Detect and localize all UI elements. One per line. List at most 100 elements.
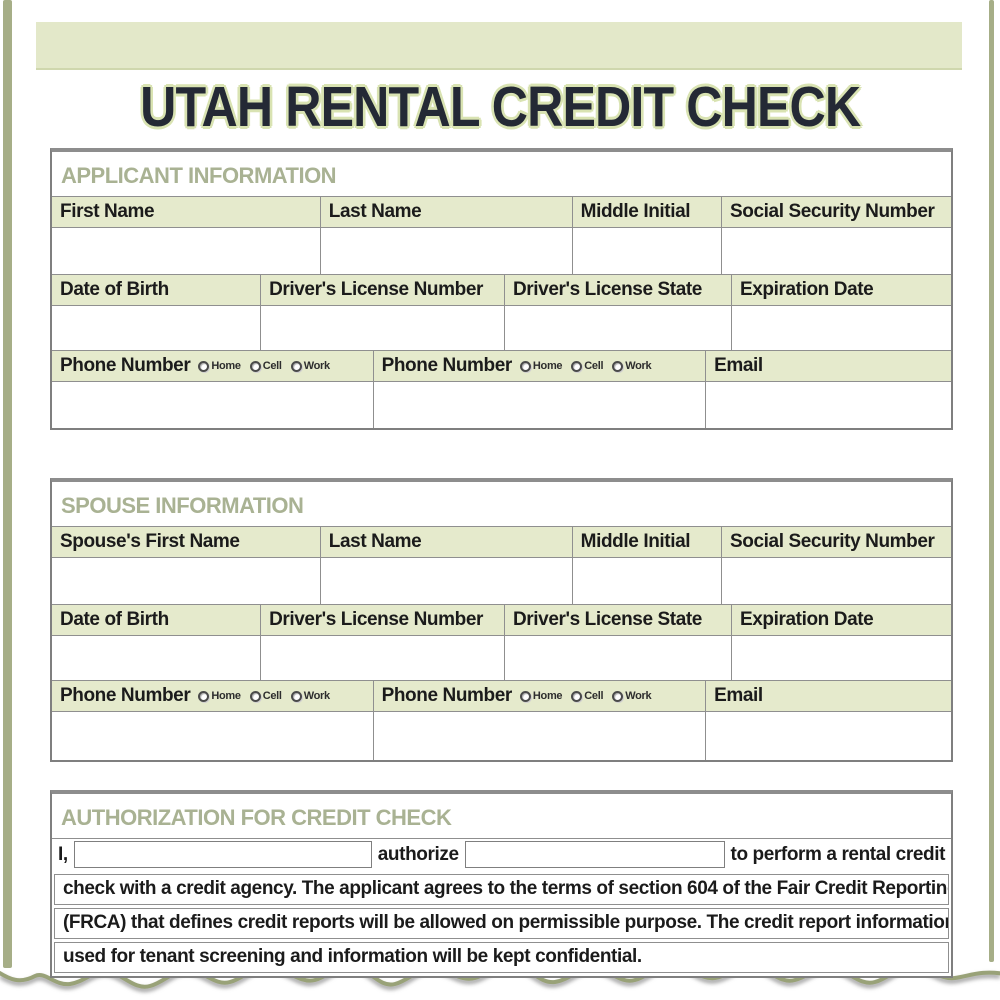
authorization-line-2: check with a credit agency. The applican… [54, 874, 949, 905]
radio-circle-icon[interactable] [249, 360, 261, 372]
auth-authorize-label: authorize [377, 843, 459, 865]
applicant-email-input[interactable] [706, 382, 951, 428]
work-radio[interactable]: Work [290, 690, 330, 702]
applicant-name-input[interactable] [73, 841, 372, 868]
applicant-license-row: Date of Birth Driver's License Number Dr… [52, 274, 951, 350]
spouse-license-state-input[interactable] [504, 636, 732, 680]
middle-initial-label: Middle Initial [572, 197, 723, 228]
applicant-section-title: APPLICANT INFORMATION [61, 163, 337, 188]
spouse-middle-initial-input[interactable] [572, 558, 723, 604]
authorized-party-input[interactable] [464, 841, 725, 868]
applicant-ssn-input[interactable] [722, 228, 951, 274]
home-radio[interactable]: Home [519, 690, 563, 702]
applicant-section: APPLICANT INFORMATION First Name Last Na… [50, 148, 953, 430]
ssn-label: Social Security Number [722, 197, 951, 228]
spouse-license-row: Date of Birth Driver's License Number Dr… [52, 604, 951, 680]
email-label: Email [706, 681, 951, 712]
work-radio[interactable]: Work [612, 690, 652, 702]
phone-number-label: Phone Number [60, 685, 191, 706]
phone-number-label: Phone Number [60, 355, 191, 376]
applicant-license-state-input[interactable] [504, 306, 732, 350]
header-band [36, 22, 962, 70]
phone2-type-radios: Home Cell Work [519, 360, 652, 372]
spouse-ssn-input[interactable] [722, 558, 951, 604]
middle-initial-label: Middle Initial [572, 527, 723, 558]
spouse-phone2-input[interactable] [373, 712, 707, 760]
radio-circle-icon[interactable] [198, 690, 210, 702]
home-radio[interactable]: Home [519, 360, 563, 372]
spouse-section: SPOUSE INFORMATION Spouse's First Name L… [50, 478, 953, 762]
authorization-line-4: used for tenant screening and informatio… [54, 942, 949, 973]
spouse-license-number-input[interactable] [261, 636, 505, 680]
expiration-date-label: Expiration Date [731, 275, 951, 306]
phone1-header: Phone Number Home Cell Work [52, 351, 374, 382]
radio-circle-icon[interactable] [519, 360, 531, 372]
applicant-phone2-input[interactable] [373, 382, 707, 428]
radio-circle-icon[interactable] [612, 360, 624, 372]
cell-radio[interactable]: Cell [249, 360, 282, 372]
applicant-phone-row: Phone Number Home Cell Work [52, 350, 951, 428]
radio-circle-icon[interactable] [612, 690, 624, 702]
expiration-date-label: Expiration Date [731, 605, 951, 636]
torn-edge-left [3, 0, 12, 968]
spouse-email-input[interactable] [706, 712, 951, 760]
phone1-header: Phone Number Home Cell Work [52, 681, 374, 712]
work-radio[interactable]: Work [290, 360, 330, 372]
home-radio[interactable]: Home [198, 690, 241, 702]
dob-label: Date of Birth [52, 605, 262, 636]
spouse-section-title: SPOUSE INFORMATION [61, 493, 304, 518]
spouse-phone1-input[interactable] [52, 712, 374, 760]
phone2-header: Phone Number Home Cell Work [373, 351, 707, 382]
cell-radio[interactable]: Cell [571, 360, 604, 372]
first-name-label: First Name [52, 197, 321, 228]
radio-circle-icon[interactable] [571, 690, 583, 702]
phone2-type-radios: Home Cell Work [519, 690, 652, 702]
applicant-last-name-input[interactable] [320, 228, 573, 274]
home-radio[interactable]: Home [198, 360, 241, 372]
spouse-last-name-input[interactable] [320, 558, 573, 604]
license-state-label: Driver's License State [504, 605, 732, 636]
authorization-section: AUTHORIZATION FOR CREDIT CHECK I, author… [50, 790, 953, 978]
last-name-label: Last Name [320, 197, 573, 228]
applicant-phone1-input[interactable] [52, 382, 374, 428]
spouse-first-name-input[interactable] [52, 558, 321, 604]
phone1-type-radios: Home Cell Work [198, 690, 330, 702]
dob-label: Date of Birth [52, 275, 262, 306]
license-number-label: Driver's License Number [261, 275, 505, 306]
phone1-type-radios: Home Cell Work [198, 360, 330, 372]
page-title: UTAH RENTAL CREDIT CHECK [139, 75, 861, 139]
work-radio[interactable]: Work [612, 360, 652, 372]
spouse-first-name-label: Spouse's First Name [52, 527, 321, 558]
cell-radio[interactable]: Cell [571, 690, 604, 702]
phone2-header: Phone Number Home Cell Work [373, 681, 707, 712]
auth-suffix-label: to perform a rental credit [730, 843, 946, 865]
radio-circle-icon[interactable] [290, 360, 302, 372]
authorization-section-title: AUTHORIZATION FOR CREDIT CHECK [61, 805, 452, 830]
applicant-license-number-input[interactable] [261, 306, 505, 350]
last-name-label: Last Name [320, 527, 573, 558]
spouse-expiration-date-input[interactable] [731, 636, 951, 680]
ssn-label: Social Security Number [722, 527, 951, 558]
radio-circle-icon[interactable] [249, 690, 261, 702]
applicant-name-row: First Name Last Name Middle Initial Soci… [52, 196, 951, 274]
applicant-dob-input[interactable] [52, 306, 262, 350]
applicant-expiration-date-input[interactable] [731, 306, 951, 350]
phone-number-label: Phone Number [381, 355, 513, 376]
spouse-phone-row: Phone Number Home Cell Work [52, 680, 951, 760]
radio-circle-icon[interactable] [519, 690, 531, 702]
email-label: Email [706, 351, 951, 382]
radio-circle-icon[interactable] [290, 690, 302, 702]
cell-radio[interactable]: Cell [249, 690, 282, 702]
applicant-middle-initial-input[interactable] [572, 228, 723, 274]
applicant-first-name-input[interactable] [52, 228, 321, 274]
auth-prefix-label: I, [58, 843, 68, 865]
spouse-dob-input[interactable] [52, 636, 262, 680]
phone-number-label: Phone Number [381, 685, 513, 706]
license-number-label: Driver's License Number [261, 605, 505, 636]
authorization-line-3: (FRCA) that defines credit reports will … [54, 908, 949, 939]
torn-edge-right [989, 0, 994, 962]
radio-circle-icon[interactable] [571, 360, 583, 372]
radio-circle-icon[interactable] [198, 360, 210, 372]
spouse-name-row: Spouse's First Name Last Name Middle Ini… [52, 526, 951, 604]
